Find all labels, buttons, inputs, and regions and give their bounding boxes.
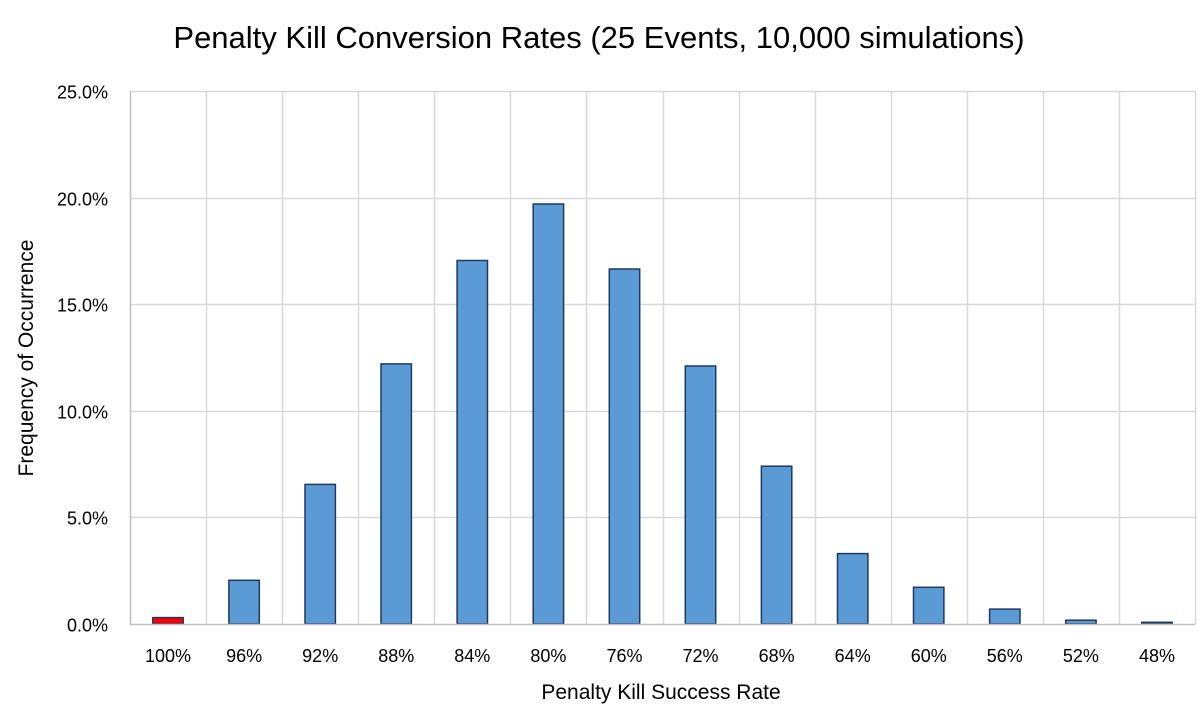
y-axis-label: Frequency of Occurrence — [15, 240, 38, 477]
x-tick-label: 72% — [682, 646, 718, 666]
bar-68pct — [760, 465, 793, 625]
y-tick-label: 20.0% — [57, 190, 108, 210]
bar-100pct — [152, 616, 184, 625]
bar-92pct — [304, 483, 337, 625]
x-tick-label: 48% — [1139, 646, 1175, 666]
bar-64pct — [836, 552, 869, 625]
bar-76pct — [608, 268, 641, 625]
y-tick-label: 15.0% — [57, 296, 108, 316]
bar-80pct — [532, 203, 565, 625]
bar-56pct — [988, 608, 1021, 625]
bar-48pct — [1141, 621, 1173, 625]
grid-lines — [129, 90, 1197, 624]
bar-72pct — [684, 365, 717, 625]
chart-title: Penalty Kill Conversion Rates (25 Events… — [173, 20, 1025, 55]
x-tick-label: 52% — [1063, 646, 1099, 666]
y-tick-label: 10.0% — [57, 403, 108, 423]
y-tick-label: 25.0% — [57, 83, 108, 103]
x-tick-label: 64% — [835, 646, 871, 666]
x-tick-label: 60% — [911, 646, 947, 666]
x-tick-label: 92% — [302, 646, 338, 666]
x-tick-label: 100% — [145, 646, 191, 666]
x-tick-label: 88% — [378, 646, 414, 666]
bar-88pct — [380, 363, 413, 625]
x-tick-labels: 100% 96% 92% 88% 84% 80% 76% 72% 68% 64% 60% 56% 52%… — [145, 646, 1175, 666]
bar-60pct — [912, 586, 945, 625]
y-tick-label: 0.0% — [67, 616, 108, 636]
x-tick-label: 80% — [530, 646, 566, 666]
bar-96pct — [228, 579, 261, 625]
x-tick-label: 84% — [454, 646, 490, 666]
x-axis-label: Penalty Kill Success Rate — [541, 681, 780, 704]
y-tick-labels: 0.0% 5.0% 10.0% 15.0% 20.0% 25.0% — [57, 83, 108, 636]
y-tick-label: 5.0% — [67, 509, 108, 529]
bar-52pct — [1064, 619, 1097, 625]
x-tick-label: 96% — [226, 646, 262, 666]
bar-84pct — [456, 259, 489, 625]
x-tick-label: 68% — [759, 646, 795, 666]
x-tick-label: 76% — [606, 646, 642, 666]
bars — [152, 203, 1173, 625]
x-tick-label: 56% — [987, 646, 1023, 666]
